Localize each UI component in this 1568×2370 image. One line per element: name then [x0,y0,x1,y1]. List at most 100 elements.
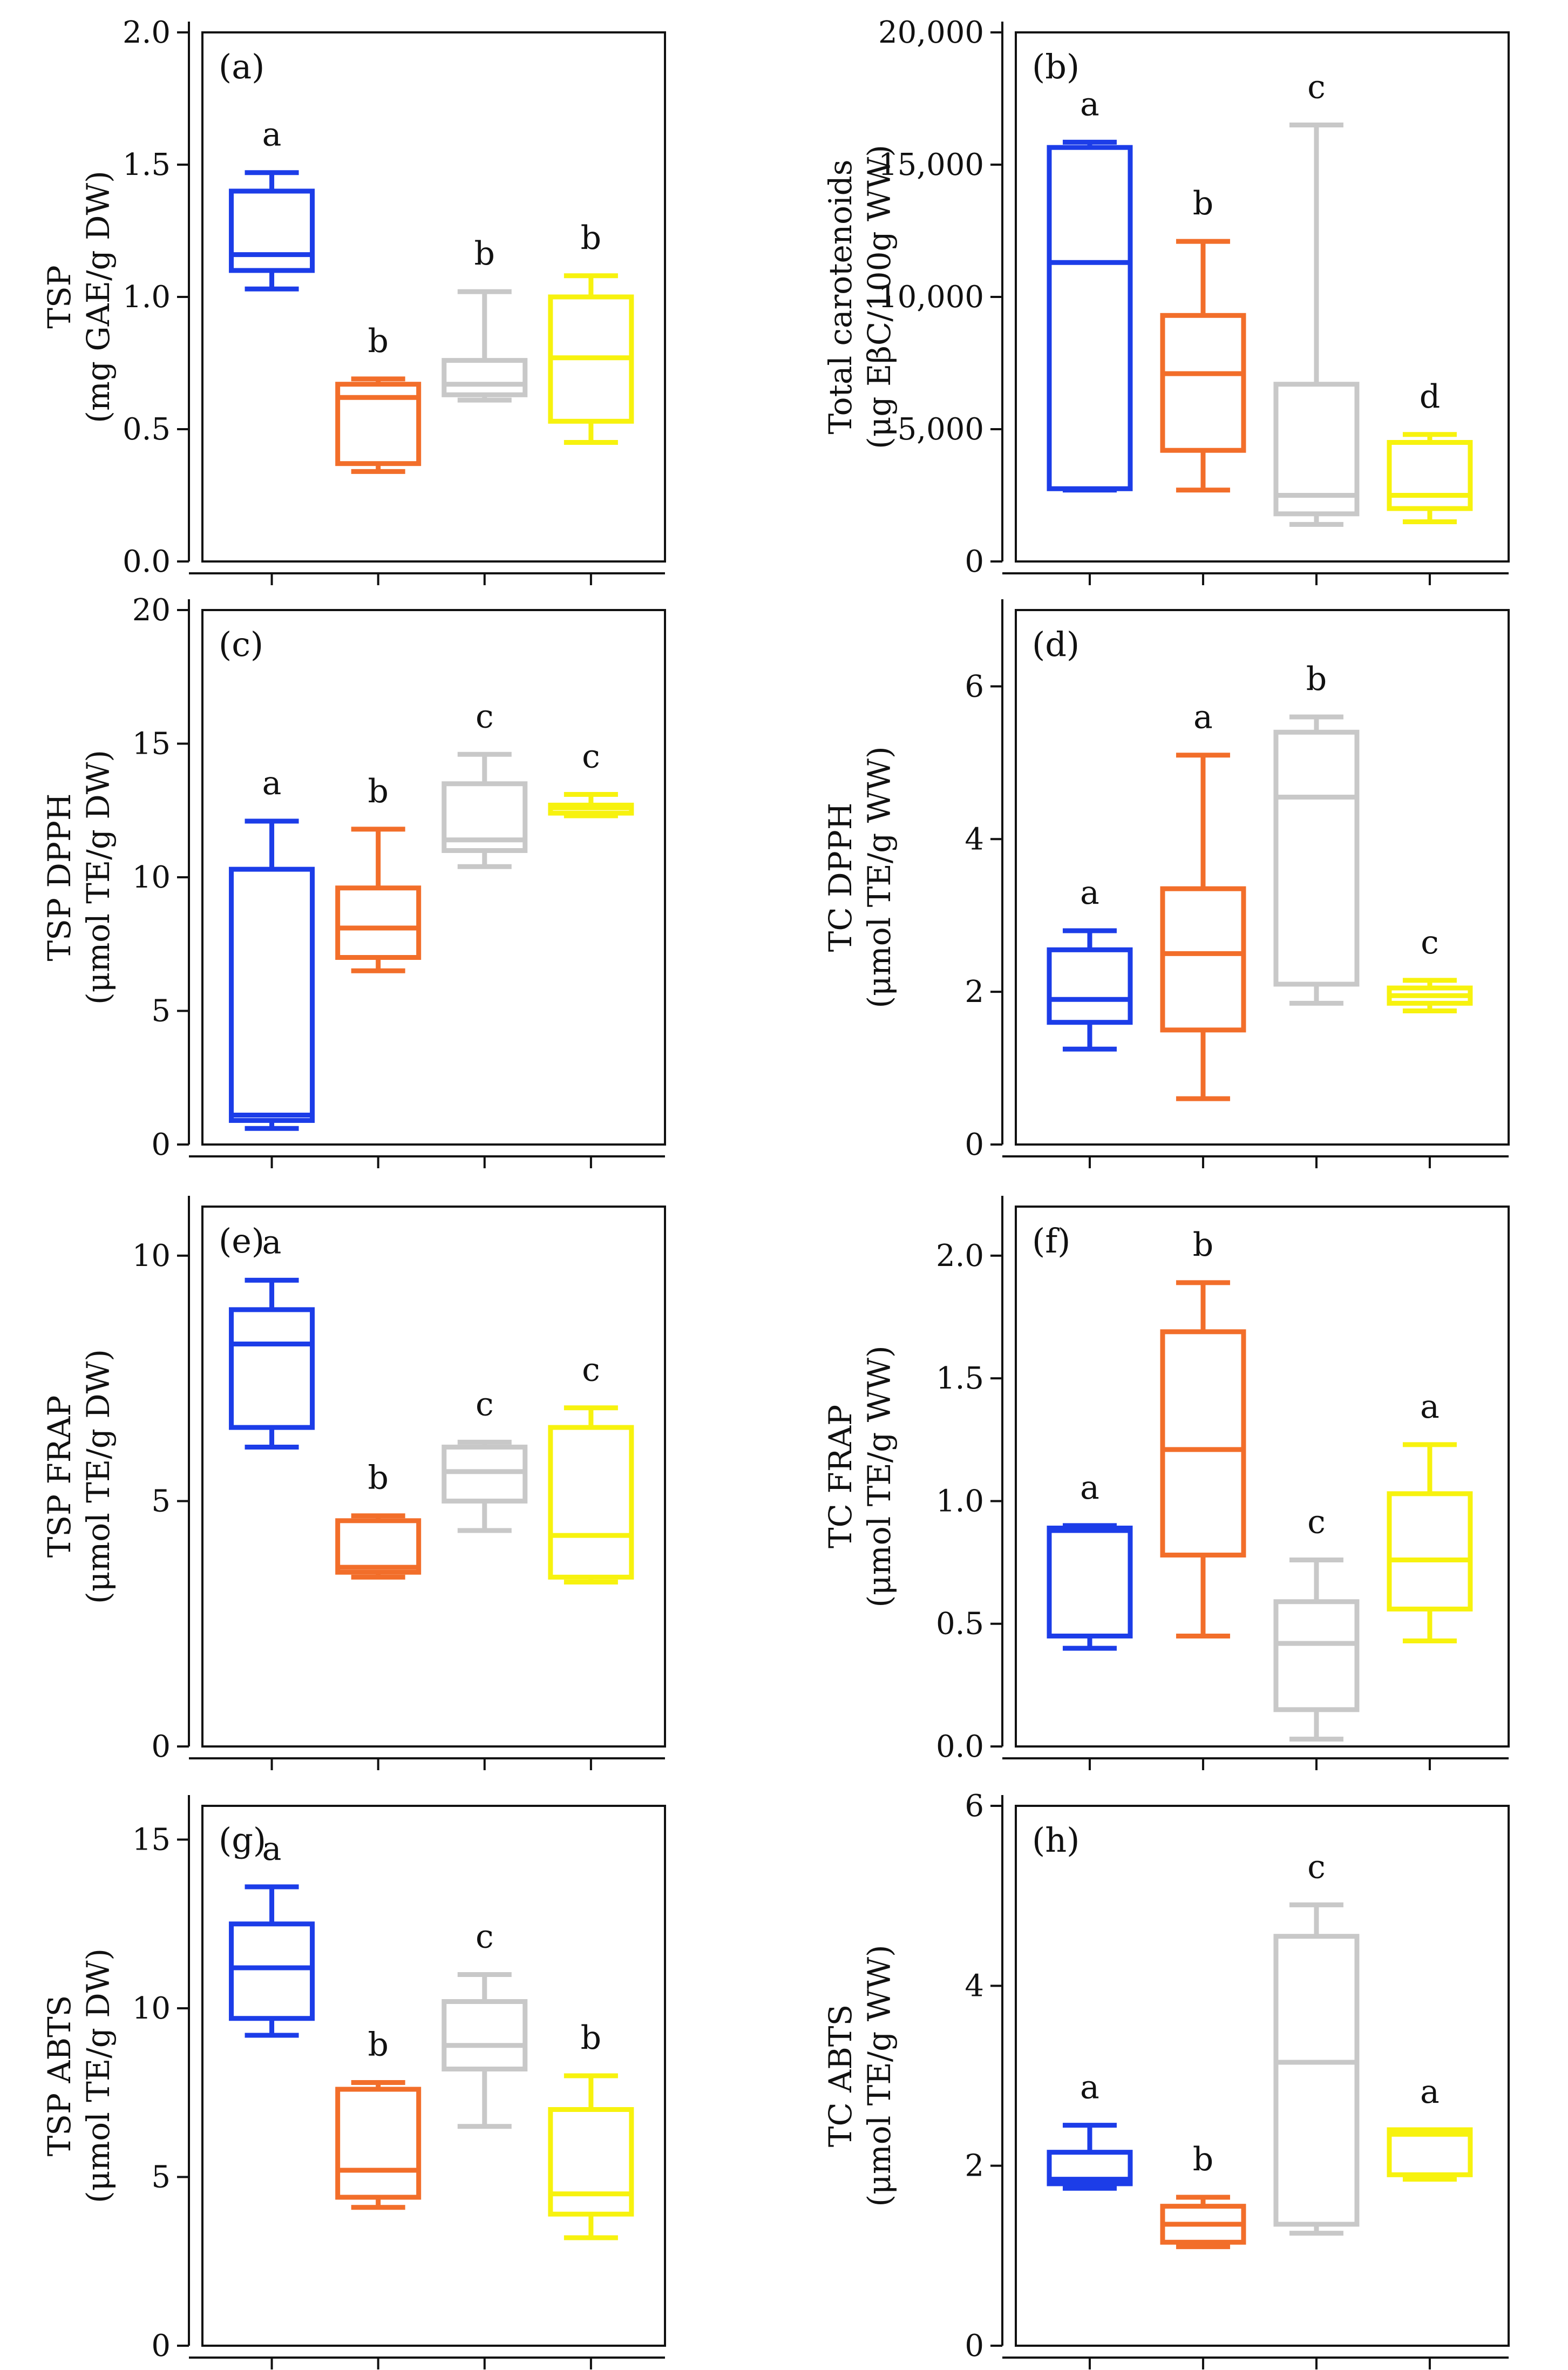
y-tick-label: 4 [965,822,984,857]
y-tick-label: 5 [151,2160,171,2195]
panel-c: 0 5 10 15 20 TSP DPPH (μmol TE/g DW) (c) a b c c [41,593,666,1168]
y-axis-title: TSP [41,265,78,328]
iqr-box [442,1999,528,2071]
plot-frame [1015,1805,1510,2347]
y-tick-label: 15 [132,1823,171,1858]
y-axis-title: TC DPPH [822,803,859,952]
significance-letter: a [1420,1388,1440,1426]
panel-g: 0 5 10 15 TSP ABTS (μmol TE/g DW) (g)a b c b [41,1795,666,2369]
box-3: c [442,1385,528,1533]
y-tick-label: 0 [151,1729,171,1764]
box-3: c [442,698,528,869]
significance-letter: c [582,738,600,776]
y-tick-label: 0 [965,1127,984,1162]
y-tick-label: 10 [132,1238,171,1274]
iqr-box [335,885,422,960]
box-2: b [1160,1226,1246,1638]
significance-letter: c [1307,1848,1326,1886]
panel-a: 0.0 0.5 1.0 1.5 2.0 TSP (mg GAE/g DW) (a) a b b b [41,15,666,585]
iqr-box [1273,1599,1360,1712]
iqr-box [1047,947,1133,1025]
y-tick-label: 15 [132,727,171,762]
significance-letter: b [1193,185,1213,222]
significance-letter: b [581,219,601,257]
y-axis-title: TSP FRAP [41,1396,78,1558]
iqr-box [548,2107,634,2217]
box-2: b [1160,2141,1246,2250]
panel-label: (e) [219,1221,264,1261]
significance-letter: b [368,1459,388,1497]
significance-letter: b [1193,2141,1213,2178]
plot-frame [1015,31,1510,563]
y-tick-label: 0.5 [123,412,171,447]
significance-letter: b [581,2019,601,2057]
box-3: c [442,1918,528,2129]
iqr-box [1387,1491,1473,1611]
y-axis-unit: (μmol TE/g DW) [80,1948,117,2203]
panel-b: 0 5,000 10,000 15,000 20,000 Total carotenoid… [822,15,1510,585]
significance-letter: b [368,773,388,810]
y-tick-label: 0.0 [123,544,171,579]
y-tick-label: 2.0 [936,1238,984,1274]
panel-h: 0 2 4 6 TC ABTS (μmol TE/g WW) (h) a b c a [822,1789,1510,2369]
iqr-box [229,1921,315,2021]
significance-letter: b [1193,1226,1213,1264]
significance-letter: a [262,116,282,154]
box-4: b [548,219,634,445]
significance-letter: a [1420,2073,1440,2111]
box-1: a [229,1223,315,1450]
significance-letter: d [1420,378,1440,416]
y-tick-label: 20 [132,593,171,628]
significance-letter: c [1421,924,1439,961]
panel-d: 0 2 4 6 TC DPPH (μmol TE/g WW) (d) a a b c [822,599,1510,1168]
iqr-box [1273,382,1360,517]
plot-frame [201,31,666,563]
significance-letter: c [476,1385,494,1423]
panel-f: 0.0 0.5 1.0 1.5 2.0 TC FRAP (μmol TE/g WW) (f) a… [822,1196,1510,1770]
box-4: c [1387,924,1473,1013]
iqr-box [1387,440,1473,511]
significance-letter: b [1306,660,1327,698]
box-2: b [335,2026,422,2210]
y-tick-label: 2.0 [123,15,171,50]
box-4: c [548,738,634,818]
y-axis-title: Total carotenoids [822,159,859,434]
y-tick-label: 5,000 [898,412,984,447]
box-2: b [335,773,422,973]
y-tick-label: 10 [132,1991,171,2026]
box-4: b [548,2019,634,2240]
iqr-box [1273,1934,1360,2227]
plot-frame [201,1206,666,1748]
y-axis-title: TC FRAP [822,1405,859,1548]
significance-letter: c [582,1351,600,1389]
iqr-box [442,358,528,397]
y-tick-label: 1.0 [936,1484,984,1519]
significance-letter: a [262,1223,282,1261]
significance-letter: b [368,2026,388,2064]
box-4: c [548,1351,634,1584]
plot-frame [1015,1206,1510,1748]
y-tick-label: 20,000 [878,15,984,50]
iqr-box [1047,145,1133,491]
significance-letter: a [1080,2069,1099,2107]
box-4: a [1387,1388,1473,1644]
box-3: c [1273,1848,1360,2236]
iqr-box [442,1444,528,1504]
panel-label: (h) [1032,1820,1080,1860]
significance-letter: a [1080,1469,1099,1507]
box-2: a [1160,699,1246,1101]
plot-frame [1015,609,1510,1146]
y-tick-label: 0.0 [936,1729,984,1764]
y-tick-label: 10,000 [878,280,984,315]
significance-letter: a [262,764,282,802]
box-1: a [1047,85,1133,493]
box-2: b [335,1459,422,1580]
y-axis-title: TSP DPPH [41,793,78,961]
iqr-box [1387,2127,1473,2177]
box-1: a [229,764,315,1131]
y-axis-unit: (μg EβC/100g WW) [861,145,898,449]
y-tick-label: 15,000 [878,147,984,182]
iqr-box [1160,313,1246,453]
y-axis-unit: (μmol TE/g WW) [861,1345,898,1607]
